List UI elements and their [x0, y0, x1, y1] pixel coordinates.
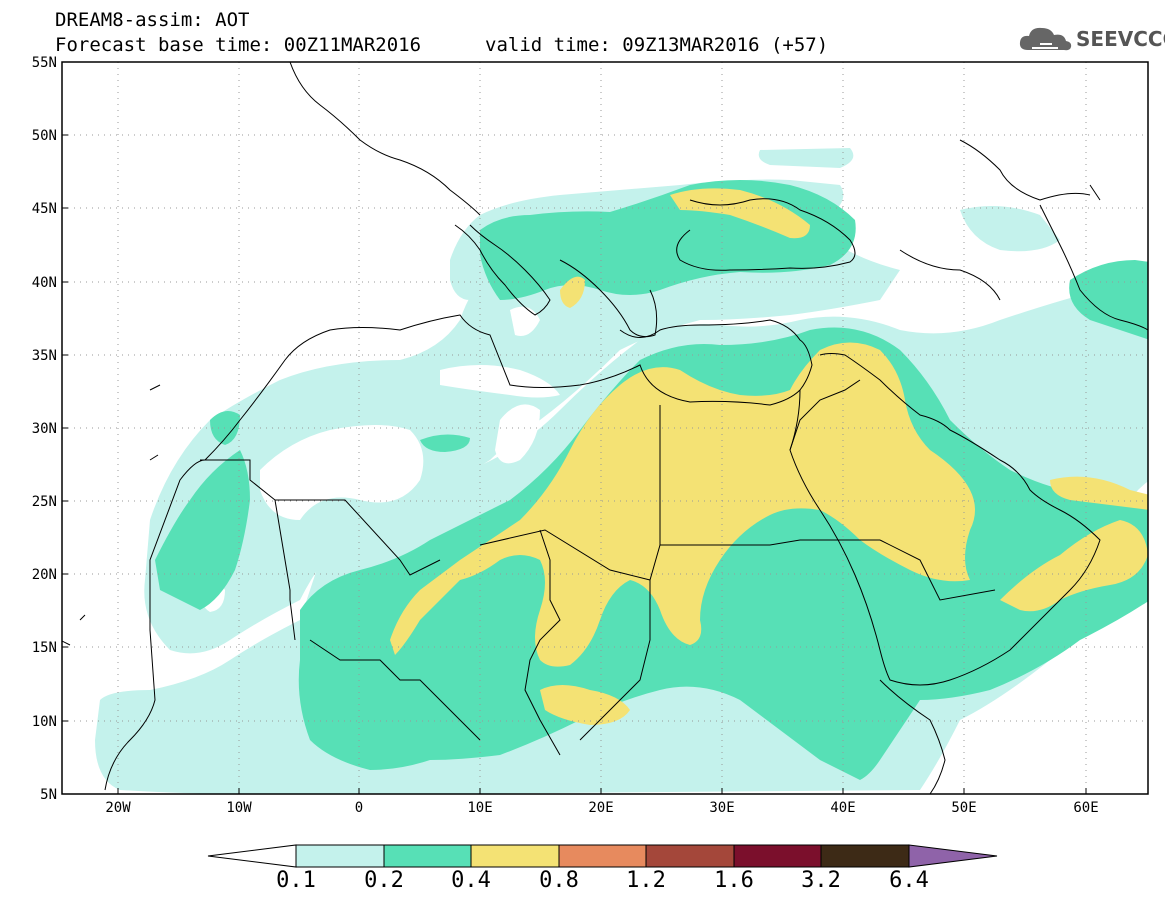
lat-labels: 55N 50N 45N 40N 35N 30N 25N 20N 15N 10N … — [32, 55, 57, 803]
coastlines — [62, 62, 1148, 794]
colorbar-label: 0.4 — [451, 868, 491, 893]
lat-label: 50N — [32, 128, 57, 144]
lat-label: 15N — [32, 640, 57, 656]
colorbar-label: 3.2 — [801, 868, 841, 893]
lon-label: 30E — [709, 800, 734, 816]
product-title: DREAM8-assim: AOT — [55, 9, 250, 31]
lat-label: 40N — [32, 275, 57, 291]
lat-label: 30N — [32, 421, 57, 437]
aot-band-0.4 — [390, 188, 1148, 725]
lat-label: 20N — [32, 567, 57, 583]
lon-label: 50E — [951, 800, 976, 816]
lon-labels: 20W 10W 0 10E 20E 30E 40E 50E 60E — [105, 800, 1098, 816]
colorbar-segment — [645, 844, 735, 868]
lon-label: 40E — [830, 800, 855, 816]
lon-label: 20E — [588, 800, 613, 816]
colorbar-segment — [470, 844, 560, 868]
lon-label: 10W — [226, 800, 252, 816]
lon-label: 60E — [1073, 800, 1098, 816]
colorbar-label: 0.1 — [276, 868, 316, 893]
colorbar-segment — [383, 844, 472, 868]
colorbar-segment — [558, 844, 647, 868]
colorbar-segment-below — [207, 844, 297, 868]
colorbar-segment — [820, 844, 910, 868]
aot-field — [62, 62, 1148, 794]
lat-label: 5N — [40, 787, 57, 803]
colorbar-label: 6.4 — [889, 868, 929, 893]
lat-label: 55N — [32, 55, 57, 71]
colorbar — [207, 844, 998, 868]
graticule — [62, 62, 1148, 794]
colorbar-segment — [733, 844, 822, 868]
colorbar-label: 0.2 — [364, 868, 404, 893]
lat-label: 35N — [32, 348, 57, 364]
cloud-icon — [1019, 27, 1072, 51]
lon-label: 10E — [467, 800, 492, 816]
lon-label: 20W — [105, 800, 131, 816]
seevccc-logo: SEEVCCC — [1018, 24, 1165, 54]
colorbar-segment — [295, 844, 385, 868]
logo-text: SEEVCCC — [1076, 27, 1165, 51]
colorbar-label: 0.8 — [539, 868, 579, 893]
valid-time: valid time: 09Z13MAR2016 (+57) — [485, 34, 829, 56]
forecast-base-time: Forecast base time: 00Z11MAR2016 — [55, 34, 422, 56]
lon-label: 0 — [355, 800, 363, 816]
colorbar-segment-above — [908, 844, 998, 868]
lat-label: 45N — [32, 201, 57, 217]
colorbar-label: 1.2 — [626, 868, 666, 893]
lat-label: 10N — [32, 714, 57, 730]
lat-label: 25N — [32, 494, 57, 510]
colorbar-label: 1.6 — [714, 868, 754, 893]
